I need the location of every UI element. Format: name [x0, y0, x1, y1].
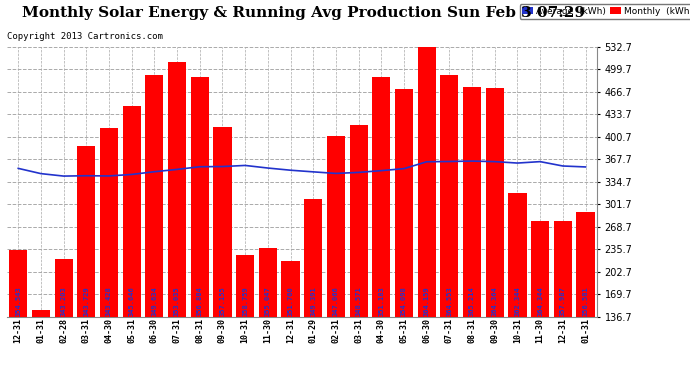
- Bar: [9, 250, 28, 317]
- Text: 357.987: 357.987: [560, 286, 566, 315]
- Bar: [486, 88, 504, 317]
- Text: 351.760: 351.760: [288, 286, 293, 315]
- Bar: [236, 255, 254, 317]
- Text: 364.159: 364.159: [424, 286, 430, 315]
- Bar: [417, 43, 436, 317]
- Bar: [55, 259, 72, 317]
- Text: 358.759: 358.759: [242, 286, 248, 315]
- Text: Copyright 2013 Cartronics.com: Copyright 2013 Cartronics.com: [7, 32, 163, 41]
- Text: 365.214: 365.214: [469, 286, 475, 315]
- Bar: [213, 127, 232, 317]
- Bar: [440, 75, 458, 317]
- Bar: [123, 106, 141, 317]
- Text: 356.884: 356.884: [197, 286, 203, 315]
- Text: 343.428: 343.428: [106, 286, 112, 315]
- Bar: [77, 146, 95, 317]
- Text: 364.364: 364.364: [492, 286, 497, 315]
- Bar: [282, 261, 299, 317]
- Text: 348.571: 348.571: [355, 286, 362, 315]
- Text: 343.203: 343.203: [61, 286, 67, 315]
- Text: 353.035: 353.035: [174, 286, 180, 315]
- Bar: [168, 62, 186, 317]
- Bar: [32, 310, 50, 317]
- Text: 354.098: 354.098: [401, 286, 407, 315]
- Text: 355.047: 355.047: [265, 286, 271, 315]
- Text: 351.183: 351.183: [378, 286, 384, 315]
- Bar: [554, 220, 572, 317]
- Bar: [372, 77, 391, 317]
- Bar: [463, 87, 481, 317]
- Bar: [327, 136, 345, 317]
- Bar: [146, 75, 164, 317]
- Text: 354.543: 354.543: [15, 286, 21, 315]
- Text: 362.344: 362.344: [515, 286, 520, 315]
- Bar: [509, 193, 526, 317]
- Text: 349.391: 349.391: [310, 286, 316, 315]
- Text: 347.066: 347.066: [333, 286, 339, 315]
- Bar: [190, 77, 209, 317]
- Text: 364.553: 364.553: [446, 286, 453, 315]
- Bar: [395, 89, 413, 317]
- Text: 345.646: 345.646: [129, 286, 135, 315]
- Text: 357.155: 357.155: [219, 286, 226, 315]
- Bar: [100, 129, 118, 317]
- Bar: [576, 212, 595, 317]
- Legend: Average  (kWh), Monthly  (kWh): Average (kWh), Monthly (kWh): [520, 4, 690, 18]
- Text: Monthly Solar Energy & Running Avg Production Sun Feb 3 07:29: Monthly Solar Energy & Running Avg Produ…: [22, 6, 585, 20]
- Text: 364.344: 364.344: [537, 286, 543, 315]
- Text: 356.581: 356.581: [582, 286, 589, 315]
- Bar: [259, 249, 277, 317]
- Text: 343.729: 343.729: [83, 286, 89, 315]
- Bar: [531, 220, 549, 317]
- Bar: [350, 125, 368, 317]
- Bar: [304, 199, 322, 317]
- Text: 349.634: 349.634: [151, 286, 157, 315]
